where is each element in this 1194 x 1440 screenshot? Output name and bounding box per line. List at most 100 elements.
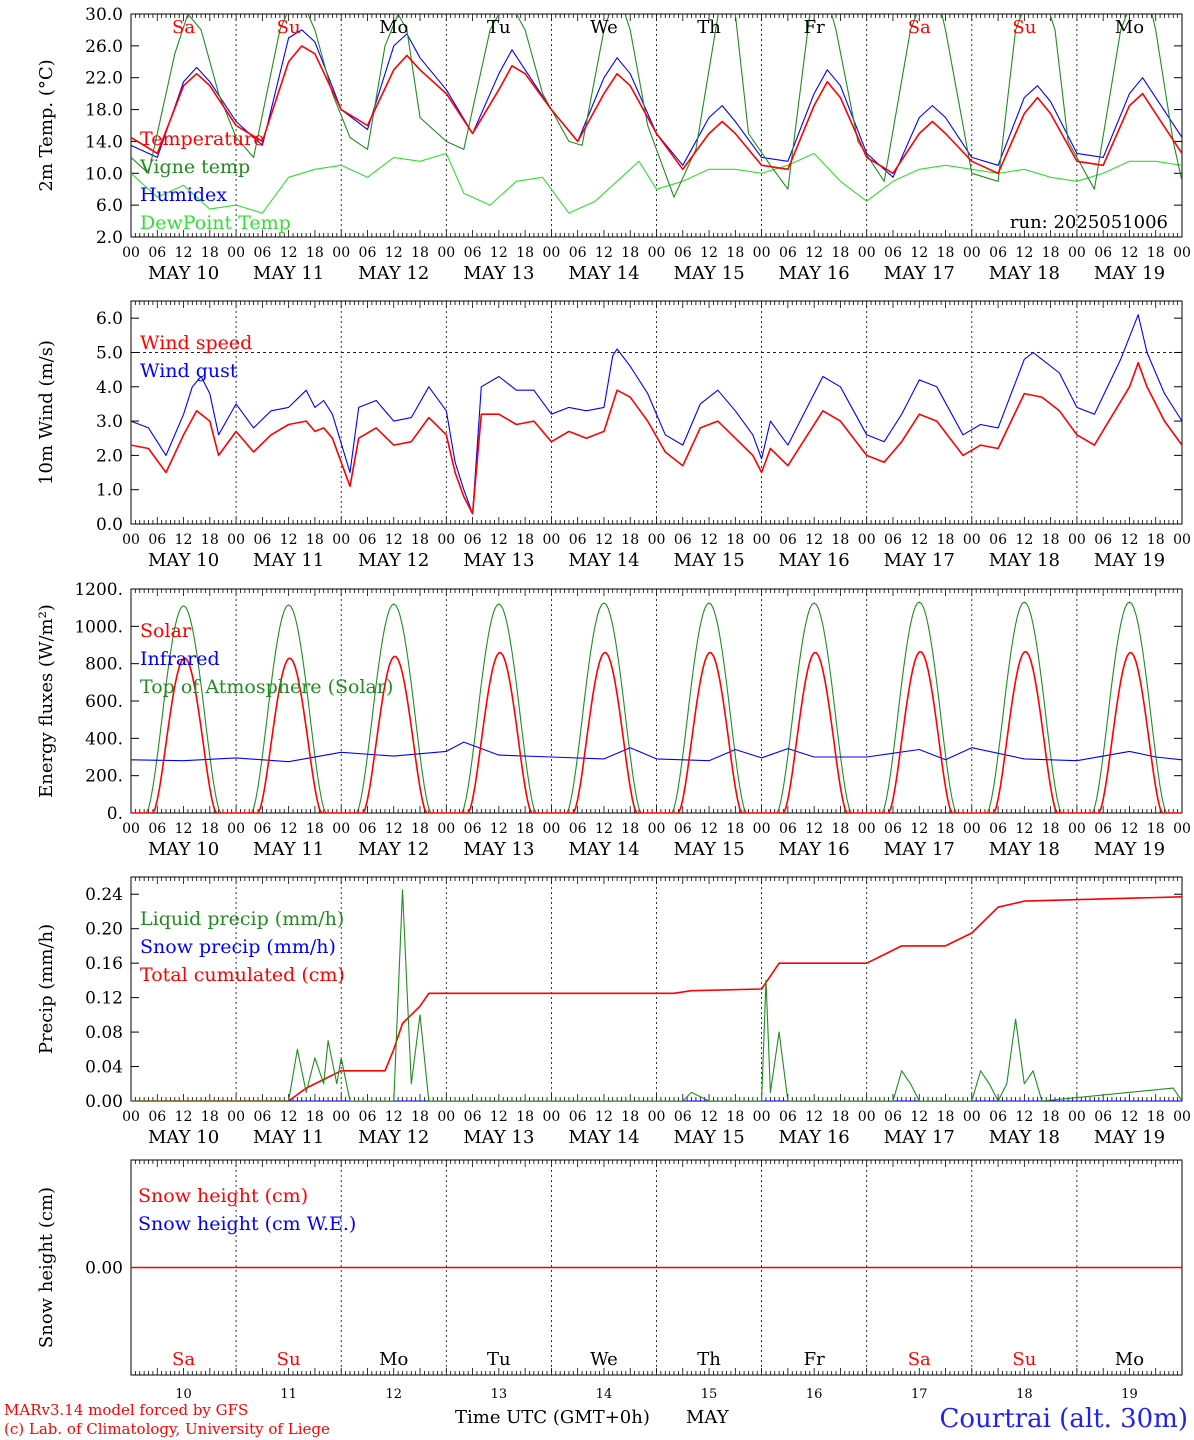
- date-label: MAY 12: [358, 263, 429, 284]
- hour-tick-label: 00: [332, 821, 350, 837]
- hour-tick-label: 12: [700, 821, 718, 837]
- credit-line-2: (c) Lab. of Climatology, University of L…: [4, 1420, 330, 1438]
- weekday-label: Mo: [1115, 1349, 1144, 1370]
- y-tick-label: 0.04: [85, 1058, 123, 1078]
- weekday-label: Mo: [379, 1349, 408, 1370]
- hour-tick-label: 06: [148, 821, 166, 837]
- month-label: MAY: [686, 1407, 730, 1428]
- y-tick-label: 600.: [85, 692, 123, 712]
- hour-tick-label: 12: [385, 532, 403, 548]
- hour-tick-label: 12: [910, 821, 928, 837]
- hour-tick-label: 12: [1121, 821, 1139, 837]
- day-number-label: 16: [806, 1387, 823, 1402]
- hour-tick-label: 06: [884, 245, 902, 261]
- hour-tick-label: 00: [437, 821, 455, 837]
- hour-tick-label: 00: [1173, 245, 1191, 261]
- date-label: MAY 14: [568, 839, 639, 860]
- weekday-label: Sa: [908, 17, 931, 38]
- date-label: MAY 18: [989, 263, 1060, 284]
- hour-tick-label: 06: [253, 532, 271, 548]
- legend-entry: Total cumulated (cm): [140, 964, 345, 986]
- date-label: MAY 13: [463, 839, 534, 860]
- day-number-label: 17: [911, 1387, 928, 1402]
- weekday-label: Fr: [804, 1349, 825, 1370]
- weekday-label: Sa: [908, 1349, 931, 1370]
- y-tick-label: 6.0: [96, 309, 123, 329]
- hour-tick-label: 06: [884, 1109, 902, 1125]
- hour-tick-label: 12: [700, 245, 718, 261]
- hour-tick-label: 00: [1173, 821, 1191, 837]
- hour-tick-label: 06: [674, 532, 692, 548]
- hour-tick-label: 18: [726, 821, 744, 837]
- day-number-label: 12: [385, 1387, 402, 1402]
- panel-4: 0.00 0.04 0.08 0.12 0.16 0.20 0.24 Precip (mm/h…: [36, 876, 1191, 1148]
- y-tick-label: 2.0: [96, 228, 123, 248]
- weekday-label: Sa: [172, 17, 195, 38]
- hour-tick-label: 12: [595, 245, 613, 261]
- hour-tick-label: 06: [674, 821, 692, 837]
- hour-tick-label: 18: [306, 532, 324, 548]
- date-label: MAY 19: [1094, 263, 1165, 284]
- y-tick-label: 18.0: [85, 101, 123, 121]
- hour-tick-label: 00: [753, 245, 771, 261]
- day-number-label: 18: [1016, 1387, 1033, 1402]
- date-label: MAY 16: [779, 263, 850, 284]
- hour-tick-label: 00: [753, 532, 771, 548]
- hour-tick-label: 06: [253, 1109, 271, 1125]
- hour-tick-label: 00: [753, 1109, 771, 1125]
- hour-tick-label: 18: [621, 821, 639, 837]
- hour-tick-label: 12: [280, 821, 298, 837]
- y-tick-label: 0.24: [85, 885, 123, 905]
- legend-entry: Wind speed: [140, 332, 252, 354]
- hour-tick-label: 18: [411, 1109, 429, 1125]
- day-number-label: 10: [175, 1387, 192, 1402]
- hour-tick-label: 06: [569, 821, 587, 837]
- date-label: MAY 15: [673, 263, 744, 284]
- date-label: MAY 13: [463, 550, 534, 571]
- credit-line-1: MARv3.14 model forced by GFS: [4, 1401, 248, 1419]
- hour-tick-label: 12: [490, 821, 508, 837]
- hour-tick-label: 06: [359, 821, 377, 837]
- hour-tick-label: 12: [1015, 245, 1033, 261]
- hour-tick-label: 18: [621, 245, 639, 261]
- hour-tick-label: 18: [201, 245, 219, 261]
- hour-tick-label: 00: [858, 245, 876, 261]
- weekday-label: Mo: [1115, 17, 1144, 38]
- date-label: MAY 14: [568, 1127, 639, 1148]
- hour-tick-label: 00: [648, 532, 666, 548]
- series-line: [131, 741, 1182, 763]
- hour-tick-label: 12: [1015, 1109, 1033, 1125]
- y-tick-label: 800.: [85, 655, 123, 675]
- hour-tick-label: 00: [122, 1109, 140, 1125]
- hour-tick-label: 06: [1094, 532, 1112, 548]
- hour-tick-label: 00: [1068, 821, 1086, 837]
- hour-tick-label: 18: [201, 1109, 219, 1125]
- hour-tick-label: 00: [542, 821, 560, 837]
- date-label: MAY 11: [253, 263, 324, 284]
- hour-tick-label: 12: [805, 532, 823, 548]
- date-label: MAY 18: [989, 1127, 1060, 1148]
- station-label: Courtrai (alt. 30m): [940, 1404, 1189, 1434]
- weekday-label: We: [590, 1349, 618, 1370]
- y-tick-label: 1.0: [96, 481, 123, 501]
- date-label: MAY 15: [673, 1127, 744, 1148]
- hour-tick-label: 00: [122, 821, 140, 837]
- hour-tick-label: 06: [674, 245, 692, 261]
- hour-tick-label: 12: [385, 1109, 403, 1125]
- y-axis-label: 2m Temp. (°C): [36, 59, 57, 191]
- y-tick-label: 3.0: [96, 412, 123, 432]
- y-tick-label: 0.20: [85, 920, 123, 940]
- hour-tick-label: 06: [779, 532, 797, 548]
- hour-tick-label: 00: [1068, 1109, 1086, 1125]
- hour-tick-label: 00: [332, 532, 350, 548]
- hour-tick-label: 18: [832, 245, 850, 261]
- date-label: MAY 19: [1094, 550, 1165, 571]
- y-axis-label: Snow height (cm): [36, 1187, 57, 1348]
- hour-tick-label: 12: [805, 245, 823, 261]
- y-axis-label: Energy fluxes (W/m²): [36, 604, 57, 798]
- hour-tick-label: 12: [280, 532, 298, 548]
- panel-3: 0. 200. 400. 600. 800. 1000. 1200. Energy fluxe…: [36, 580, 1191, 860]
- weekday-label: We: [590, 17, 618, 38]
- y-axis-label: Precip (mm/h): [36, 924, 57, 1054]
